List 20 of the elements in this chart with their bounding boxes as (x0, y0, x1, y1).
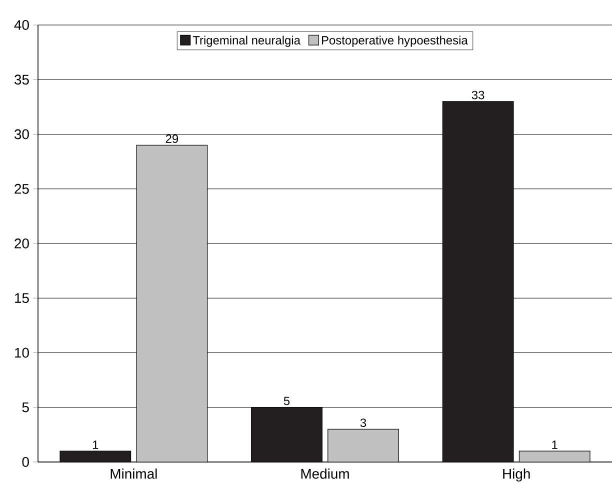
y-tick-label: 30 (14, 129, 29, 140)
x-tick-label: Minimal (110, 468, 157, 479)
data-label: 29 (166, 134, 178, 143)
data-label: 5 (284, 396, 290, 406)
y-tick-label: 15 (15, 293, 29, 303)
x-tick-label: Medium (301, 468, 349, 479)
y-tick-label: 20 (14, 238, 29, 248)
y-tick-label: 5 (22, 402, 29, 412)
legend-label: Postoperative hypoesthesia (322, 36, 468, 47)
y-tick-label: 10 (15, 348, 29, 358)
y-tick-label: 40 (14, 20, 29, 30)
legend-label: Trigeminal neuralgia (192, 36, 300, 47)
y-tick-label: 35 (14, 74, 29, 85)
data-label: 33 (472, 90, 484, 100)
data-label: 1 (92, 440, 98, 449)
data-label: 3 (360, 418, 366, 428)
y-tick-label: 0 (22, 457, 29, 467)
y-tick-label: 25 (14, 184, 29, 194)
data-label: 1 (552, 440, 558, 449)
x-tick-label: High (503, 468, 530, 482)
